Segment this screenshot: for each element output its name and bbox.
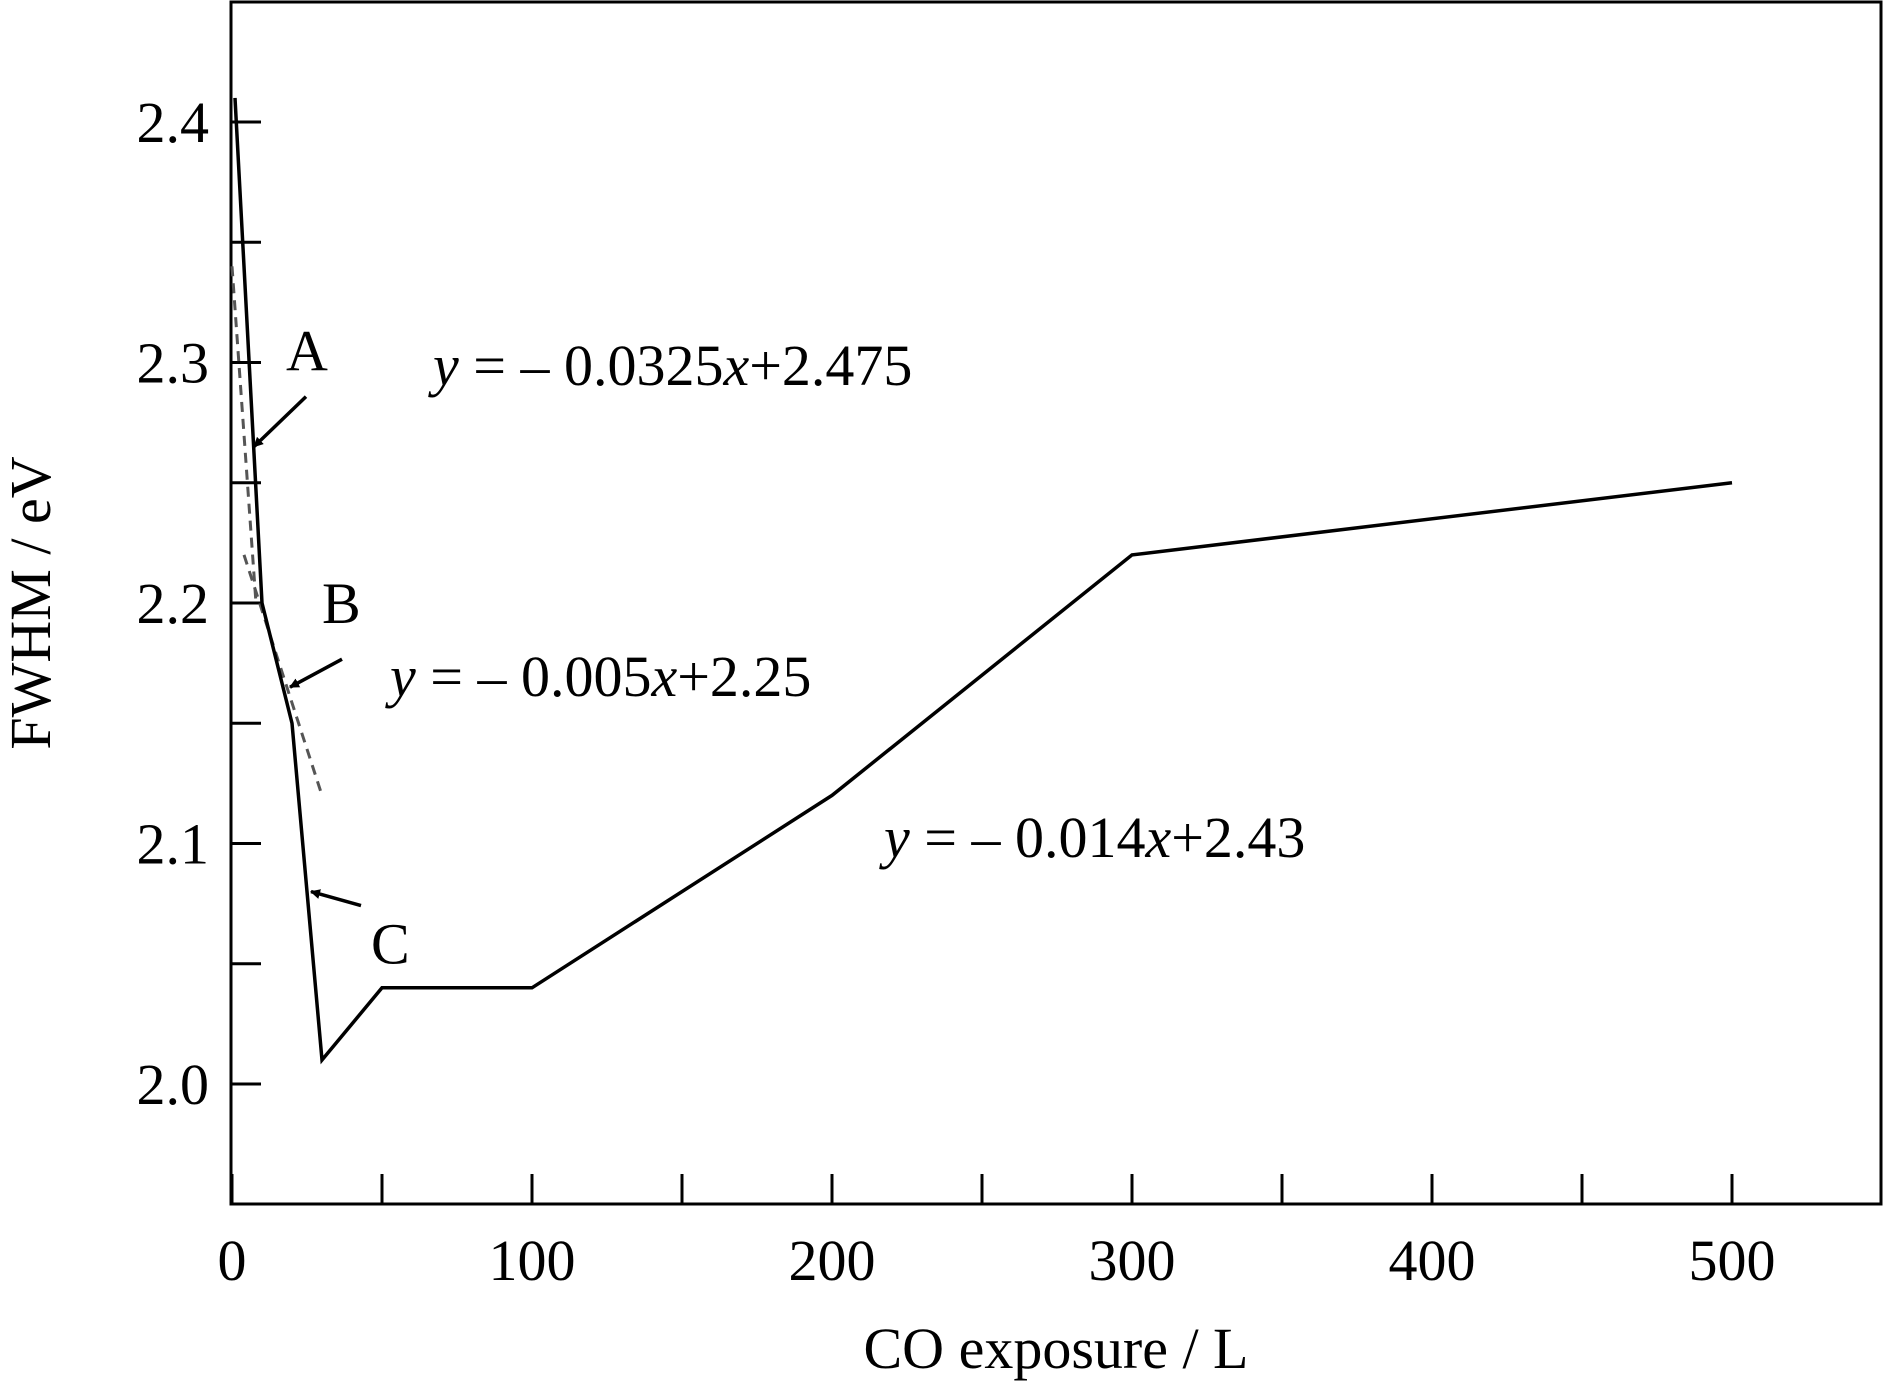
x-tick-label: 300 (1089, 1228, 1176, 1293)
x-tick-label: 100 (489, 1228, 576, 1293)
fit-line-2 (242, 554, 324, 796)
x-tick-label: 0 (218, 1228, 247, 1293)
fit-line-1 (230, 266, 258, 604)
plot-frame (229, 0, 1883, 1206)
annotation-arrow-c (310, 889, 362, 908)
y-axis-title: FWHM / eV (0, 456, 63, 749)
x-tick-label: 500 (1689, 1228, 1776, 1293)
annotation-arrow-b (289, 657, 343, 689)
equation-b: y = – 0.005x+2.25 (385, 644, 811, 709)
annotation-label-b: B (322, 571, 361, 636)
axis-ticks: 0 100 200 300 400 500 2.0 2.1 2.2 2.3 2.4 (137, 90, 1776, 1293)
y-tick-label: 2.4 (137, 90, 210, 155)
fit-lines (230, 266, 324, 796)
equation-c: y = – 0.014x+2.43 (879, 805, 1305, 870)
equation-a: y = – 0.0325x+2.475 (428, 333, 912, 398)
x-axis-title: CO exposure / L (864, 1316, 1249, 1381)
y-tick-label: 2.1 (137, 812, 210, 877)
y-tick-label: 2.3 (137, 331, 210, 396)
annotations: A B C (252, 319, 410, 977)
x-tick-label: 400 (1389, 1228, 1476, 1293)
annotation-label-c: C (371, 912, 410, 977)
annotation-arrow-a (252, 395, 308, 448)
series-line-1 (233, 97, 1733, 1065)
x-tick-label: 200 (789, 1228, 876, 1293)
y-tick-label: 2.2 (137, 571, 210, 636)
y-tick-label: 2.0 (137, 1052, 210, 1117)
annotation-label-a: A (286, 319, 328, 384)
data-series (233, 97, 1733, 1065)
